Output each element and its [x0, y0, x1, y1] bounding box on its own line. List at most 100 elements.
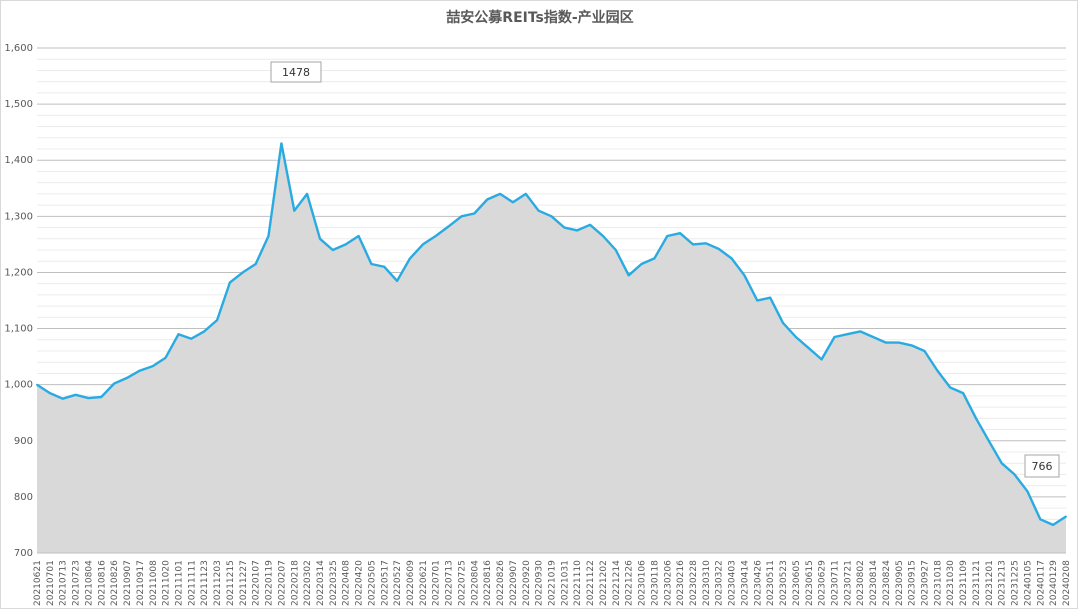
data-point — [885, 341, 887, 344]
x-tick-label: 20220701 — [432, 560, 442, 606]
x-tick-label: 20220314 — [316, 560, 326, 606]
data-point — [306, 192, 309, 195]
x-tick-label: 20230605 — [792, 560, 802, 606]
data-point — [151, 365, 154, 368]
y-tick-label: 900 — [14, 436, 33, 447]
x-tick-label: 20210723 — [72, 560, 82, 606]
x-tick-label: 20210917 — [136, 560, 146, 606]
data-point — [434, 235, 437, 237]
data-point — [769, 296, 772, 299]
x-tick-label: 20211101 — [174, 560, 184, 606]
data-point — [679, 232, 682, 235]
data-point — [666, 235, 669, 237]
data-point — [653, 257, 656, 260]
x-tick-label: 20230802 — [856, 560, 866, 606]
x-tick-label: 20220207 — [277, 560, 287, 606]
data-point — [241, 271, 244, 274]
x-tick-label: 20230915 — [908, 560, 918, 606]
data-point — [833, 336, 836, 338]
x-tick-label: 20220621 — [419, 560, 429, 606]
data-point — [859, 330, 862, 333]
x-tick-label: 20210907 — [123, 560, 133, 606]
callouts: 1478 766 — [270, 61, 1060, 478]
data-point — [473, 212, 476, 215]
data-point — [164, 356, 167, 359]
x-tick-label: 20230629 — [818, 560, 828, 606]
data-point — [267, 235, 270, 237]
x-tick-label: 20211227 — [239, 560, 249, 606]
data-point — [704, 242, 707, 245]
data-point — [383, 265, 386, 268]
x-tick-label: 20231213 — [998, 560, 1008, 606]
x-tick-label: 20230721 — [843, 560, 853, 606]
data-point — [794, 336, 797, 338]
x-tick-label: 20231018 — [933, 560, 943, 606]
x-tick-label: 20220408 — [342, 560, 352, 606]
data-point — [421, 243, 424, 246]
x-tick-label: 20230511 — [766, 560, 776, 606]
x-tick-label: 20220713 — [445, 560, 455, 606]
y-tick-label: 800 — [14, 492, 33, 503]
y-tick-label: 1,600 — [4, 43, 33, 54]
x-tick-label: 20230414 — [740, 560, 750, 606]
data-point — [807, 347, 810, 350]
data-point — [254, 263, 257, 265]
x-tick-label: 20231109 — [959, 560, 969, 606]
data-point — [229, 281, 231, 284]
data-point — [331, 249, 334, 251]
data-point — [614, 249, 617, 251]
y-tick-label: 1,300 — [4, 211, 33, 222]
data-point — [640, 263, 643, 265]
x-tick-label: 20210816 — [97, 560, 107, 606]
x-tick-label: 20210804 — [84, 560, 94, 606]
x-tick-label: 20230426 — [753, 560, 763, 606]
x-tick-label: 20221122 — [586, 560, 596, 606]
x-tick-label: 20220505 — [367, 560, 377, 606]
data-point — [987, 439, 990, 442]
y-axis: 700 800 900 1,000 1,100 1,200 1,300 1,400 1,500 1… — [4, 43, 33, 559]
data-point — [1013, 473, 1016, 476]
data-point — [177, 333, 180, 336]
data-point — [409, 257, 411, 260]
end-callout-box — [1024, 454, 1060, 478]
x-tick-label: 20240129 — [1049, 560, 1059, 606]
x-tick-label: 20210713 — [59, 560, 69, 606]
x-tick-label: 20211020 — [162, 560, 172, 606]
x-tick-label: 20221019 — [548, 560, 558, 606]
x-tick-label: 20221110 — [573, 560, 583, 606]
x-tick-label: 20220517 — [380, 560, 390, 606]
data-point — [87, 397, 90, 400]
data-point — [910, 344, 913, 347]
x-tick-label: 20210701 — [46, 560, 56, 606]
x-tick-label: 20230927 — [921, 560, 931, 606]
y-tick-label: 700 — [14, 548, 33, 559]
x-tick-label: 20231225 — [1011, 560, 1021, 606]
x-tick-label: 20210621 — [33, 560, 43, 606]
end-callout-label: 766 — [1032, 460, 1053, 473]
data-point — [126, 377, 128, 379]
x-tick-label: 20240208 — [1062, 560, 1072, 606]
x-tick-label: 20220816 — [483, 560, 493, 606]
data-point — [730, 257, 733, 260]
x-tick-label: 20230206 — [663, 560, 673, 606]
data-point — [1026, 490, 1029, 493]
data-point — [949, 386, 952, 389]
data-point — [872, 336, 874, 338]
data-point — [100, 396, 103, 398]
x-tick-label: 20231030 — [946, 560, 956, 606]
data-point — [782, 322, 784, 324]
data-point — [975, 417, 977, 420]
x-tick-label: 20221214 — [612, 560, 622, 606]
data-point — [319, 237, 321, 240]
data-point — [936, 369, 939, 372]
x-tick-label: 20230814 — [869, 560, 879, 606]
data-point — [627, 274, 630, 277]
x-tick-label: 20221202 — [599, 560, 609, 606]
chart-title: 喆安公募REITs指数-产业园区 — [446, 9, 633, 26]
x-tick-label: 20230905 — [895, 560, 905, 606]
x-tick-label: 20210826 — [110, 560, 120, 606]
x-tick-label: 20231201 — [985, 560, 995, 606]
x-tick-label: 20220725 — [457, 560, 467, 606]
data-point — [203, 330, 206, 333]
